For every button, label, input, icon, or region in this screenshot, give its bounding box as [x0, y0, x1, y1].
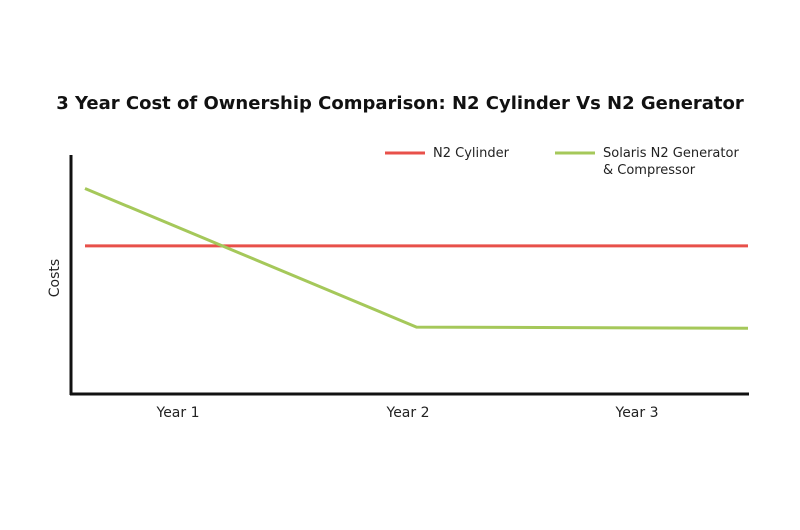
- x-tick-label: Year 3: [615, 405, 659, 421]
- chart-title: 3 Year Cost of Ownership Comparison: N2 …: [56, 93, 744, 114]
- y-axis-label: Costs: [47, 259, 63, 297]
- x-tick-label: Year 1: [156, 405, 200, 421]
- legend-label: Solaris N2 Generator & Compressor: [603, 146, 739, 178]
- legend-label: N2 Cylinder: [433, 146, 509, 161]
- x-tick-label: Year 2: [386, 405, 430, 421]
- series-line: [84, 187, 749, 330]
